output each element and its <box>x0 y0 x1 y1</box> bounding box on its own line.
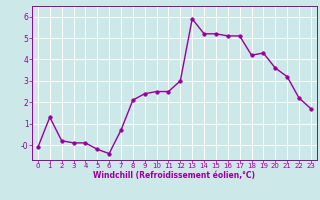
X-axis label: Windchill (Refroidissement éolien,°C): Windchill (Refroidissement éolien,°C) <box>93 171 255 180</box>
